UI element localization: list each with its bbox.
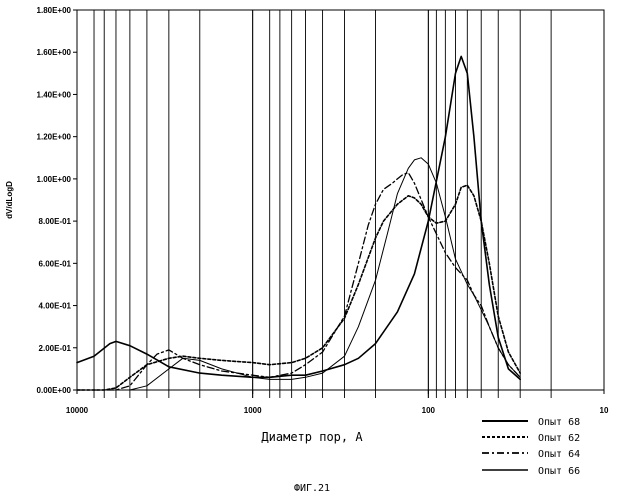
legend-label-2: Опыт 62 xyxy=(538,433,580,444)
y-tick-label: 1.40E+00 xyxy=(37,90,72,99)
series-line-3 xyxy=(77,173,520,390)
x-tick-label: 10000 xyxy=(66,406,89,415)
series-line-2 xyxy=(77,185,520,390)
figure-caption: ФИГ.21 xyxy=(294,483,330,494)
y-axis: 0.00E+00 2.00E-01 4.00E-01 6.00E-01 8.00E-01… xyxy=(37,6,77,395)
y-tick-label: 1.80E+00 xyxy=(37,6,72,15)
legend-label-4: Опыт 66 xyxy=(538,466,580,477)
x-axis-label: Диаметр пор, А xyxy=(261,430,363,444)
y-tick-label: 0.00E+00 xyxy=(37,386,72,395)
x-tick-label: 10 xyxy=(600,406,609,415)
y-tick-label: 8.00E-01 xyxy=(39,217,72,226)
grid xyxy=(94,10,551,398)
series-line-1 xyxy=(77,56,520,379)
y-tick-label: 2.00E-01 xyxy=(39,344,72,353)
y-tick-label: 4.00E-01 xyxy=(39,302,72,311)
legend: Опыт 68 Опыт 62 Опыт 64 Опыт 66 xyxy=(482,417,580,477)
y-axis-label: dV/dLogD xyxy=(5,181,14,219)
x-tick-label: 100 xyxy=(422,406,436,415)
y-tick-label: 6.00E-01 xyxy=(39,259,72,268)
x-tick-label: 1000 xyxy=(244,406,262,415)
series-lines xyxy=(77,56,520,390)
y-tick-label: 1.60E+00 xyxy=(37,48,72,57)
y-tick-label: 1.00E+00 xyxy=(37,175,72,184)
y-tick-label: 1.20E+00 xyxy=(37,133,72,142)
series-line-4 xyxy=(77,158,520,390)
legend-label-3: Опыт 64 xyxy=(538,449,580,460)
legend-label-1: Опыт 68 xyxy=(538,417,580,428)
plot-area xyxy=(77,10,604,390)
